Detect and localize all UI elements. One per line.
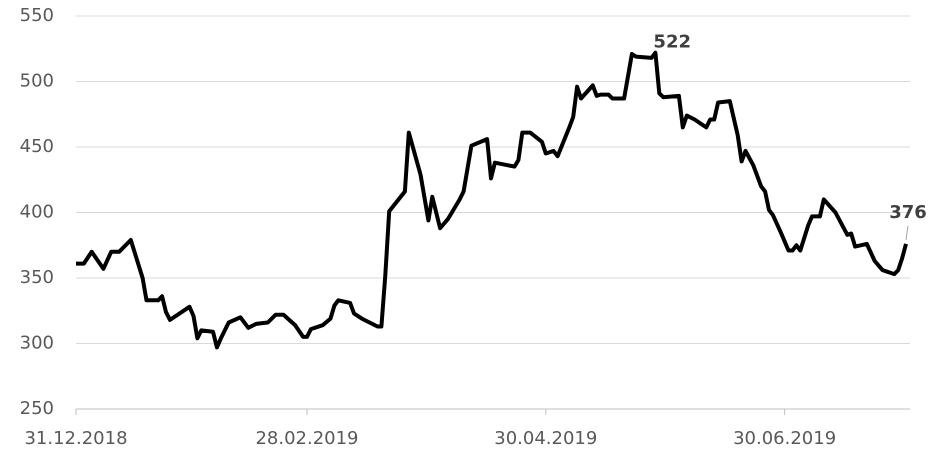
x-tick-label: 30.04.2019 (494, 428, 597, 449)
y-tick-label: 350 (20, 267, 54, 288)
x-tick-label: 30.06.2019 (733, 428, 836, 449)
annotation: 522 (653, 32, 691, 53)
y-tick-label: 500 (20, 71, 54, 92)
y-tick-label: 300 (20, 333, 54, 354)
x-tick-label: 31.12.2018 (24, 428, 127, 449)
y-tick-label: 400 (20, 202, 54, 223)
line-series (76, 50, 908, 350)
annotation-leader (905, 225, 909, 241)
annotation: 376 (889, 202, 927, 223)
y-tick-label: 550 (20, 5, 54, 26)
y-tick-label: 450 (20, 136, 54, 157)
y-tick-label: 250 (20, 398, 54, 419)
x-tick-label: 28.02.2019 (255, 428, 358, 449)
